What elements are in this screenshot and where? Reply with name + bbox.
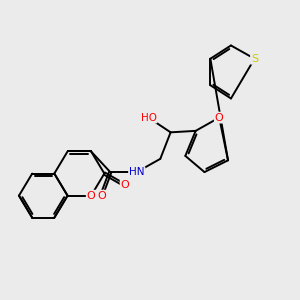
- Text: HN: HN: [129, 167, 145, 177]
- Text: O: O: [87, 190, 95, 201]
- Text: HO: HO: [140, 112, 157, 123]
- Text: O: O: [121, 180, 129, 190]
- Text: O: O: [97, 190, 106, 201]
- Text: S: S: [251, 54, 258, 64]
- Text: O: O: [215, 112, 224, 123]
